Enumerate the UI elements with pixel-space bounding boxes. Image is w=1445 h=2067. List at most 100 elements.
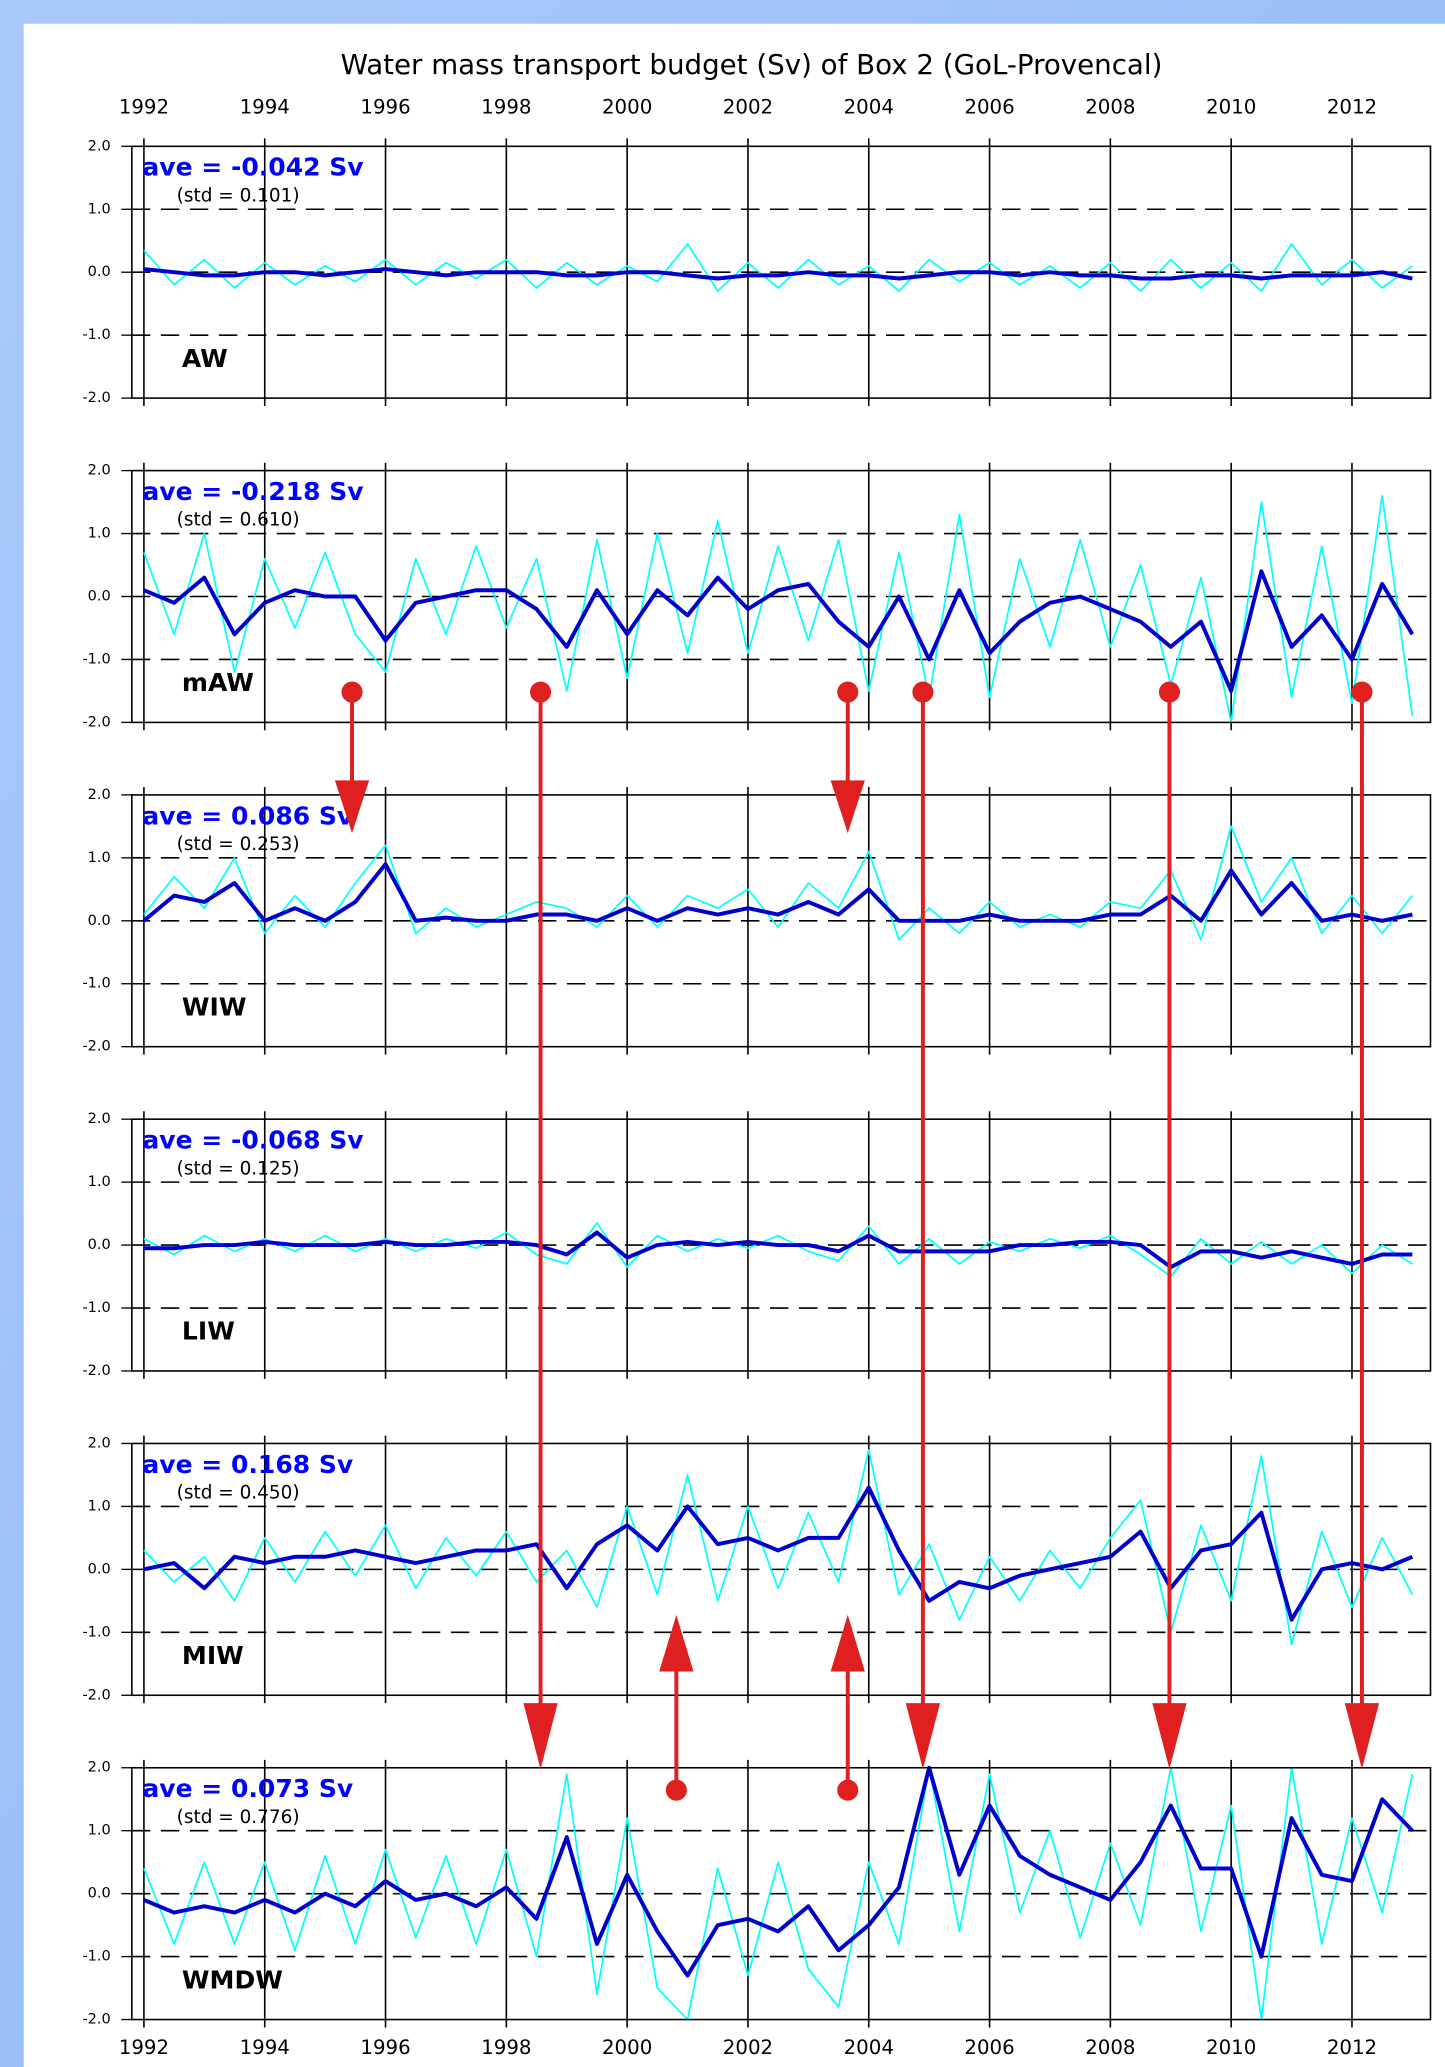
panel-label: WIW [182,992,247,1021]
panel-label: WMDW [182,1965,283,1994]
x-tick-label: 1994 [240,96,290,119]
panel-label: LIW [182,1317,235,1346]
panel-label: mAW [182,668,254,697]
x-tick-label: 2008 [1085,2036,1135,2059]
y-tick-label: 1.0 [88,1823,111,1839]
panel-frame [131,1766,1432,2021]
panel-frame [131,145,1432,399]
y-tick-label: -1.0 [82,1949,110,1965]
arrow-down [334,681,370,834]
series-line [142,862,1413,923]
x-tick-label: 1998 [481,2036,531,2059]
x-tick-label: 1992 [119,96,169,119]
y-tick-label: -1.0 [82,976,110,992]
panel-frame [131,794,1432,1048]
y-tick-label: 0.0 [88,589,111,605]
x-tick-label: 1992 [119,2036,169,2059]
std-label: (std = 0.101) [177,185,300,206]
std-label: (std = 0.450) [177,1483,300,1504]
series-line [143,825,1414,941]
panels: -2.0 -1.0 0.0 1.0 2.0 1992 1994 1996 1998 2000 200… [82,96,1432,2059]
arrow-down [905,681,941,1770]
arrow-down [1152,681,1187,1770]
y-tick-label: 2.0 [88,1435,111,1451]
x-tick-label: 2006 [964,2036,1014,2059]
x-tick-label: 2002 [723,96,773,119]
y-tick-label: 2.0 [88,787,111,803]
y-tick-label: 0.0 [88,264,111,280]
y-tick-label: -1.0 [82,327,110,343]
series-line [143,1485,1414,1622]
y-tick-label: 1.0 [88,850,111,866]
arrow-down [523,681,558,1770]
y-tick-label: -2.0 [82,2012,110,2028]
average-label: ave = 0.073 Sv [142,1774,353,1803]
x-tick-label: 2012 [1327,2036,1377,2059]
panel-frame [131,1442,1432,1697]
series-line [143,1766,1414,2021]
y-tick-label: 0.0 [88,913,111,929]
y-tick-label: 2.0 [88,1111,111,1127]
x-tick-label: 1996 [360,2036,410,2059]
y-tick-label: -2.0 [82,390,110,406]
x-tick-label: 2012 [1327,96,1377,119]
y-tick-label: 1.0 [88,1174,111,1190]
series-line [143,494,1414,724]
y-tick-label: -1.0 [82,651,110,667]
series-line [143,1222,1413,1278]
x-tick-label: 2008 [1085,96,1135,119]
std-label: (std = 0.610) [177,510,300,531]
series-line [143,1230,1413,1270]
plot-card [23,23,1445,2067]
panel-label: MIW [182,1641,244,1670]
series-line [143,243,1413,292]
x-tick-label: 2010 [1206,2036,1256,2059]
y-tick-label: 0.0 [88,1561,111,1577]
std-label: (std = 0.125) [177,1158,300,1179]
arrow-up [830,1614,865,1801]
series-line [143,1765,1414,1978]
x-tick-label: 2000 [602,2036,652,2059]
y-tick-label: 1.0 [88,201,111,217]
y-tick-label: -1.0 [82,1300,110,1316]
y-tick-label: 2.0 [88,1760,111,1776]
y-tick-label: 0.0 [88,1886,111,1902]
panel-frame [131,1118,1432,1372]
x-tick-label: 2002 [723,2036,773,2059]
std-label: (std = 0.253) [177,834,300,855]
average-label: ave = -0.218 Sv [142,477,363,506]
y-tick-label: -1.0 [82,1624,110,1640]
x-tick-label: 2004 [844,96,894,119]
panel-label: AW [182,344,228,373]
x-tick-label: 2004 [844,2036,894,2059]
y-tick-label: -2.0 [82,1039,110,1055]
arrow-up [659,1614,694,1801]
series-line [143,1448,1414,1646]
y-tick-label: 2.0 [88,138,111,154]
average-label: ave = -0.042 Sv [142,153,363,182]
x-tick-label: 2010 [1206,96,1256,119]
x-tick-label: 1994 [240,2036,290,2059]
x-tick-label: 1996 [360,96,410,119]
y-tick-label: -2.0 [82,1687,110,1703]
x-tick-label: 2006 [964,96,1014,119]
average-label: ave = 0.168 Sv [142,1450,353,1479]
y-tick-label: -2.0 [82,1363,110,1379]
y-tick-label: -2.0 [82,714,110,730]
arrow-down [1344,681,1380,1770]
x-tick-label: 2000 [602,96,652,119]
panel-frame [131,469,1432,724]
y-tick-label: 1.0 [88,1498,111,1514]
y-tick-label: 1.0 [88,526,111,542]
arrow-down [830,681,865,834]
chart-title: Water mass transport budget (Sv) of Box … [341,48,1163,81]
series-line [143,569,1415,693]
series-line [143,267,1413,281]
x-tick-label: 1998 [481,96,531,119]
annotation-arrows [334,681,1380,1801]
y-tick-label: 0.0 [88,1237,111,1253]
average-label: ave = -0.068 Sv [142,1126,363,1155]
average-label: ave = 0.086 Sv [142,801,353,830]
std-label: (std = 0.776) [177,1807,300,1828]
